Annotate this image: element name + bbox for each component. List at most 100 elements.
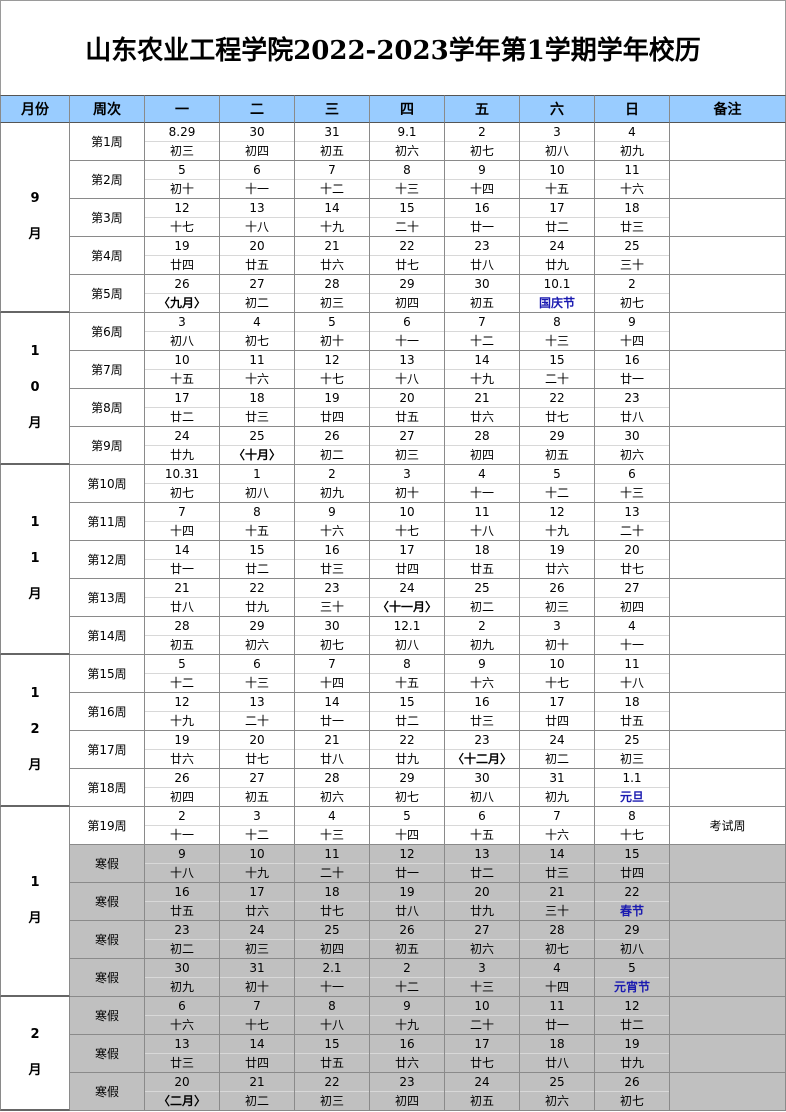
solar-date: 10 <box>520 161 594 180</box>
lunar-date: 初八 <box>394 638 419 652</box>
day-cell: 17 廿四 <box>520 693 595 731</box>
lunar-date: 初五 <box>544 448 569 462</box>
lunar-date: 三十 <box>319 600 344 614</box>
lunar-date: 〈十二月〉 <box>451 752 512 766</box>
solar-date: 12 <box>145 199 219 218</box>
note-cell <box>670 1035 786 1073</box>
lunar-date: 十八 <box>619 676 644 690</box>
day-cell: 22 春节 <box>595 883 670 921</box>
solar-date: 17 <box>520 199 594 218</box>
day-cell: 1 初八 <box>220 465 295 503</box>
solar-date: 12 <box>295 351 369 370</box>
solar-date: 16 <box>445 693 519 712</box>
day-cell: 10 十九 <box>220 845 295 883</box>
solar-date: 11 <box>595 161 669 180</box>
lunar-date: 十三 <box>544 334 569 348</box>
solar-date: 19 <box>145 237 219 256</box>
day-cell: 22 廿九 <box>370 731 445 769</box>
note-cell <box>670 541 786 579</box>
solar-date: 16 <box>295 541 369 560</box>
day-cell: 16 廿一 <box>595 351 670 389</box>
solar-date: 4 <box>220 313 294 332</box>
lunar-date: 廿二 <box>469 866 494 880</box>
day-cell: 12 十九 <box>145 693 220 731</box>
solar-date: 18 <box>595 199 669 218</box>
lunar-date: 十七 <box>244 1018 269 1032</box>
day-cell: 27 初三 <box>370 427 445 465</box>
solar-date: 7 <box>520 807 594 826</box>
lunar-date: 廿五 <box>469 562 494 576</box>
lunar-date: 十二 <box>544 486 569 500</box>
month-label: 1月 <box>28 875 42 926</box>
day-cell: 2 初七 <box>595 275 670 313</box>
solar-date: 19 <box>595 1035 669 1054</box>
day-cell: 19 廿六 <box>520 541 595 579</box>
solar-date: 10 <box>370 503 444 522</box>
lunar-date: 初七 <box>619 1094 644 1108</box>
week-label: 寒假 <box>70 997 145 1035</box>
week-label: 第4周 <box>70 237 145 275</box>
solar-date: 18 <box>220 389 294 408</box>
solar-date: 31 <box>520 769 594 788</box>
solar-date: 15 <box>370 693 444 712</box>
day-cell: 21 廿八 <box>295 731 370 769</box>
solar-date: 30 <box>145 959 219 978</box>
solar-date: 26 <box>595 1073 669 1092</box>
day-cell: 20 廿五 <box>220 237 295 275</box>
solar-date: 30 <box>295 617 369 636</box>
solar-date: 2 <box>595 275 669 294</box>
lunar-date: 十五 <box>169 372 194 386</box>
lunar-date: 元宵节 <box>613 980 650 994</box>
day-cell: 9 十九 <box>370 997 445 1035</box>
solar-date: 5 <box>520 465 594 484</box>
day-cell: 21 廿六 <box>445 389 520 427</box>
day-cell: 25 初二 <box>445 579 520 617</box>
note-cell <box>670 883 786 921</box>
solar-date: 8 <box>370 655 444 674</box>
day-cell: 10 十五 <box>145 351 220 389</box>
solar-date: 10 <box>445 997 519 1016</box>
lunar-date: 廿九 <box>544 258 569 272</box>
day-cell: 23 〈十二月〉 <box>445 731 520 769</box>
week-label: 第16周 <box>70 693 145 731</box>
day-cell: 28 初三 <box>295 275 370 313</box>
lunar-date: 初十 <box>544 638 569 652</box>
lunar-date: 十九 <box>244 866 269 880</box>
day-cell: 5 十二 <box>520 465 595 503</box>
solar-date: 30 <box>445 275 519 294</box>
solar-date: 8 <box>295 997 369 1016</box>
solar-date: 31 <box>295 123 369 142</box>
solar-date: 7 <box>445 313 519 332</box>
day-cell: 10 十七 <box>520 655 595 693</box>
lunar-date: 初八 <box>544 144 569 158</box>
lunar-date: 十一 <box>469 486 494 500</box>
day-cell: 16 廿一 <box>445 199 520 237</box>
week-label: 第3周 <box>70 199 145 237</box>
solar-date: 21 <box>445 389 519 408</box>
day-cell: 13 二十 <box>595 503 670 541</box>
day-cell: 12 十九 <box>520 503 595 541</box>
solar-date: 9 <box>370 997 444 1016</box>
day-cell: 15 二十 <box>520 351 595 389</box>
lunar-date: 十一 <box>319 980 344 994</box>
day-cell: 26 初二 <box>295 427 370 465</box>
day-cell: 4 十一 <box>595 617 670 655</box>
lunar-date: 十五 <box>544 182 569 196</box>
solar-date: 24 <box>220 921 294 940</box>
day-cell: 7 十六 <box>520 807 595 845</box>
solar-date: 22 <box>595 883 669 902</box>
lunar-date: 十八 <box>319 1018 344 1032</box>
lunar-date: 初三 <box>319 296 344 310</box>
day-cell: 23 廿八 <box>595 389 670 427</box>
solar-date: 19 <box>370 883 444 902</box>
day-cell: 21 初二 <box>220 1073 295 1111</box>
lunar-date: 廿二 <box>394 714 419 728</box>
solar-date: 16 <box>370 1035 444 1054</box>
day-cell: 24 初三 <box>220 921 295 959</box>
lunar-date: 十四 <box>169 524 194 538</box>
solar-date: 16 <box>595 351 669 370</box>
day-cell: 25 初四 <box>295 921 370 959</box>
solar-date: 7 <box>295 161 369 180</box>
day-cell: 19 廿六 <box>145 731 220 769</box>
solar-date: 10 <box>145 351 219 370</box>
